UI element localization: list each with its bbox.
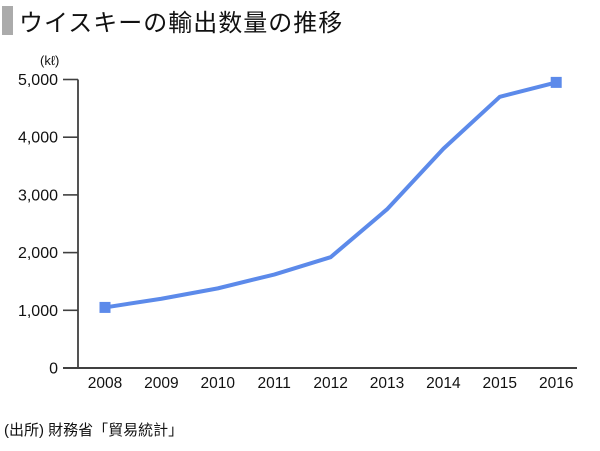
- title-accent-bar: [2, 6, 13, 35]
- y-axis-tick-label: 2,000: [18, 245, 58, 262]
- y-axis-tick-label: 0: [49, 361, 58, 378]
- x-axis-tick-label: 2011: [258, 375, 291, 392]
- y-axis-tick-label: 1,000: [18, 303, 58, 320]
- y-axis-unit-label: (kℓ): [40, 53, 60, 68]
- y-axis-tick-label: 4,000: [18, 130, 58, 147]
- data-point-marker: [550, 76, 562, 88]
- y-axis-tick-label: 5,000: [18, 72, 58, 89]
- x-axis-tick-label: 2010: [201, 375, 236, 392]
- page-title: ウイスキーの輸出数量の推移: [19, 10, 344, 37]
- x-axis-tick-label: 2013: [370, 375, 404, 392]
- x-axis-tick-label: 2016: [539, 375, 573, 392]
- data-point-marker: [99, 301, 111, 313]
- x-axis-tick-label: 2015: [483, 375, 517, 392]
- x-axis-tick-label: 2008: [88, 375, 122, 392]
- source-note: (出所) 財務省「貿易統計」: [4, 422, 184, 439]
- y-axis-tick-label: 3,000: [18, 187, 58, 204]
- x-axis-tick-label: 2012: [313, 375, 347, 392]
- x-axis-tick-label: 2009: [144, 375, 178, 392]
- data-line: [103, 80, 559, 310]
- x-axis-tick-label: 2014: [426, 375, 461, 392]
